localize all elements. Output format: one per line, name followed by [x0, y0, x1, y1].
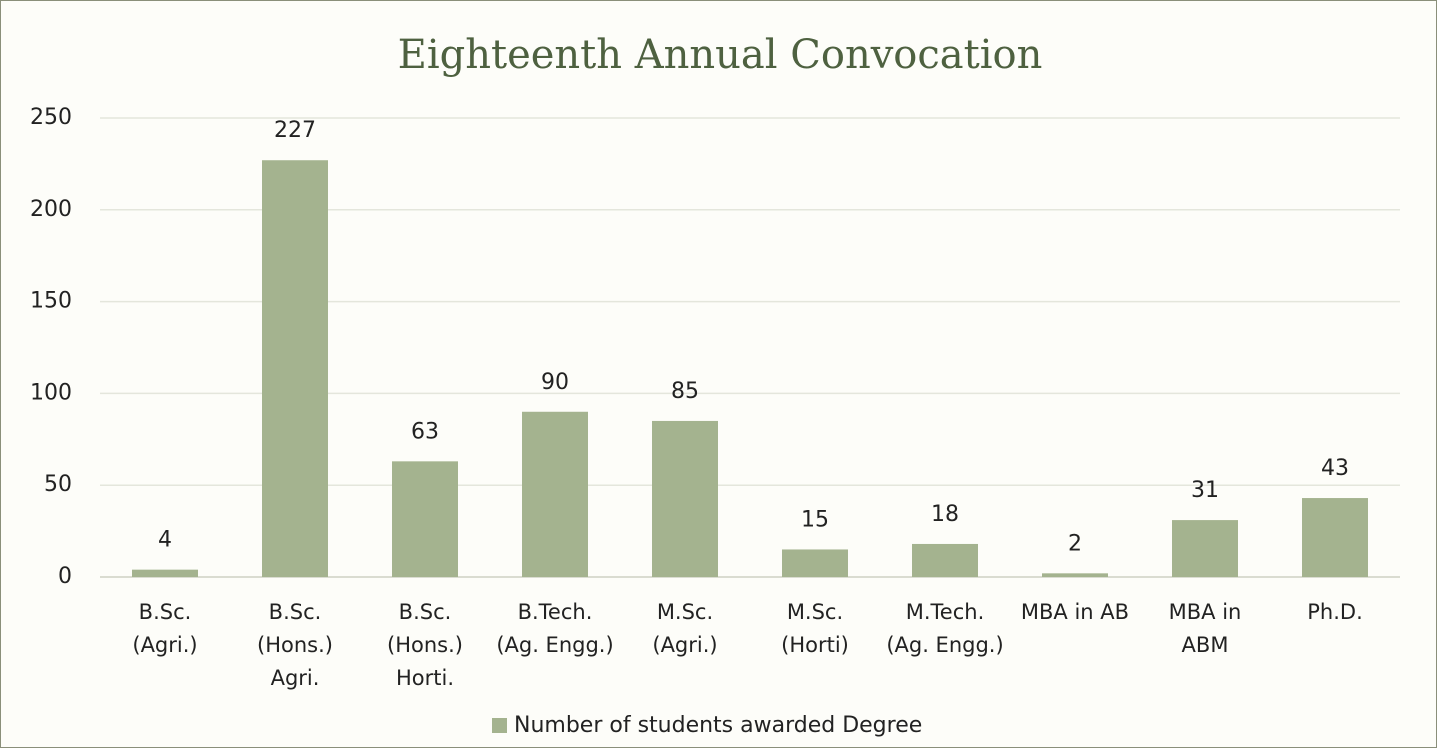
bar [262, 160, 328, 577]
data-label: 43 [1321, 456, 1349, 481]
bar [392, 461, 458, 577]
data-label: 31 [1191, 478, 1219, 503]
bar [1172, 520, 1238, 577]
y-tick-label: 0 [58, 564, 72, 589]
x-tick-label: M.Sc. (Horti) [781, 600, 849, 657]
x-tick-label: B.Tech. (Ag. Engg.) [496, 600, 614, 657]
legend-swatch [492, 718, 507, 733]
data-label: 63 [411, 419, 439, 444]
bar [1042, 573, 1108, 577]
bar [1302, 498, 1368, 577]
y-tick-label: 100 [30, 380, 72, 405]
chart-title: Eighteenth Annual Convocation [398, 32, 1043, 78]
data-label: 15 [801, 507, 829, 532]
data-label: 18 [931, 502, 959, 527]
x-tick-label: B.Sc. (Agri.) [132, 600, 198, 657]
x-tick-label: Ph.D. [1307, 600, 1363, 624]
y-tick-label: 150 [30, 289, 72, 314]
y-tick-label: 200 [30, 197, 72, 222]
x-tick-label: B.Sc. (Hons.) Horti. [387, 600, 463, 690]
x-tick-label: M.Tech. (Ag. Engg.) [886, 600, 1004, 657]
y-tick-label: 50 [44, 472, 72, 497]
data-label: 227 [274, 118, 316, 143]
x-tick-label: MBA in ABM [1168, 600, 1242, 657]
x-tick-label: MBA in AB [1020, 600, 1130, 624]
bar [912, 543, 978, 577]
x-tick-label: M.Sc. (Agri.) [652, 600, 718, 657]
y-tick-label: 250 [30, 105, 72, 130]
bar [522, 411, 588, 577]
data-label: 90 [541, 370, 569, 395]
x-tick-label: B.Sc. (Hons.) Agri. [257, 600, 333, 690]
bar [652, 420, 718, 577]
data-label: 2 [1068, 531, 1082, 556]
legend-label: Number of students awarded Degree [514, 713, 922, 738]
data-label: 85 [671, 379, 699, 404]
bar [782, 549, 848, 577]
data-label: 4 [158, 528, 172, 553]
bar [132, 569, 198, 577]
